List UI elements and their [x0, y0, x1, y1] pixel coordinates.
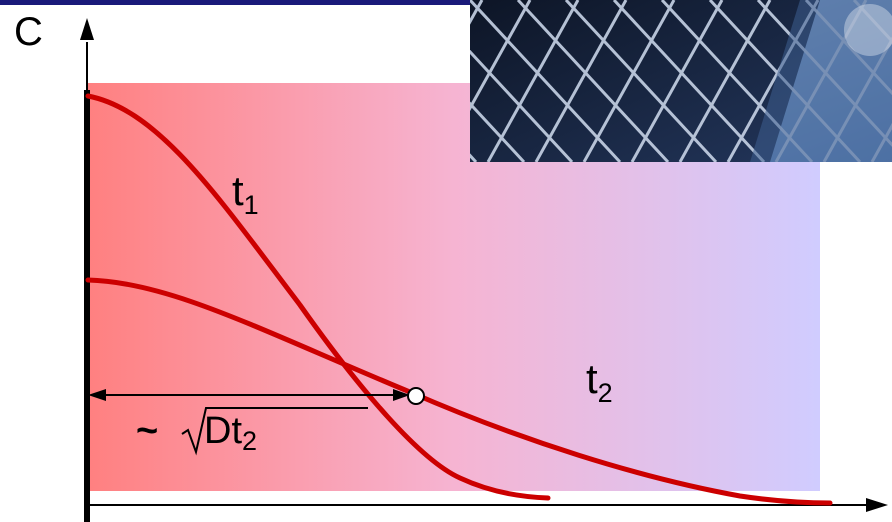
- diffusion-front-marker: [407, 387, 425, 405]
- y-axis-arrowhead: [80, 18, 94, 40]
- square-root-expression: Dt2: [180, 407, 368, 456]
- arrowhead-right: [393, 389, 410, 401]
- curve-t2: [85, 277, 833, 506]
- approx-symbol: ~: [136, 410, 159, 452]
- top-title-bar: [0, 0, 892, 5]
- curve-t1-label: t1: [232, 167, 259, 220]
- y-axis-label: C: [14, 10, 43, 54]
- solar-panel-photo: [470, 0, 892, 162]
- arrowhead-left: [88, 389, 106, 401]
- x-axis-arrowhead: [866, 498, 888, 512]
- surface-boundary: [84, 90, 90, 522]
- diffusion-length-label: ~ Dt2: [136, 407, 368, 456]
- curve-t2-label: t2: [586, 355, 613, 408]
